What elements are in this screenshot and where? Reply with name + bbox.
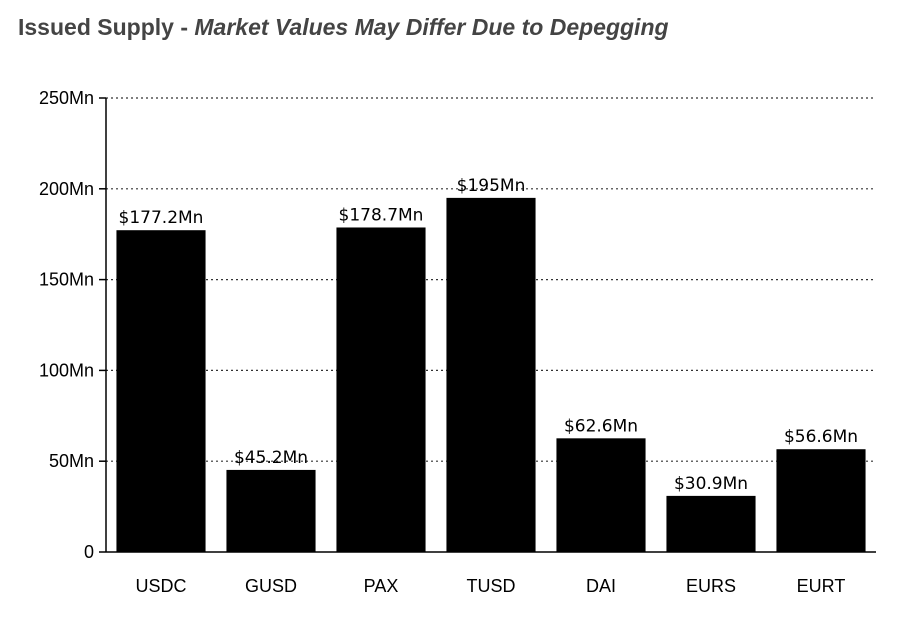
x-tick-label-gusd: GUSD	[245, 576, 297, 596]
x-tick-label-eurt: EURT	[797, 576, 846, 596]
y-tick-labels: 0 50Mn 100Mn 150Mn 200Mn 250Mn	[39, 88, 94, 562]
data-label-dai: $62.6Mn	[564, 416, 638, 436]
data-labels: $177.2Mn $45.2Mn $178.7Mn $195Mn $62.6Mn $30.…	[119, 176, 859, 494]
x-tick-label-pax: PAX	[364, 576, 399, 596]
data-label-usdc: $177.2Mn	[119, 208, 204, 228]
y-tick-label: 0	[84, 542, 94, 562]
data-label-eurt: $56.6Mn	[784, 427, 858, 447]
axes	[105, 98, 876, 553]
data-label-tusd: $195Mn	[457, 176, 526, 196]
data-label-pax: $178.7Mn	[339, 205, 424, 225]
bar-pax	[336, 227, 426, 552]
y-tick-label: 100Mn	[39, 360, 94, 380]
x-tick-label-tusd: TUSD	[467, 576, 516, 596]
bar-tusd	[446, 197, 536, 552]
bar-eurt	[776, 449, 866, 552]
x-tick-labels: USDC GUSD PAX TUSD DAI EURS EURT	[135, 576, 845, 596]
chart-title-main: Issued Supply -	[18, 14, 195, 40]
x-tick-label-dai: DAI	[586, 576, 616, 596]
data-label-gusd: $45.2Mn	[234, 448, 308, 468]
y-tick-label: 250Mn	[39, 88, 94, 108]
chart-title-subtitle: Market Values May Differ Due to Depeggin…	[194, 14, 669, 40]
bar-gusd	[226, 469, 316, 552]
data-label-eurs: $30.9Mn	[674, 474, 748, 494]
y-tick-label: 200Mn	[39, 179, 94, 199]
bar-eurs	[666, 495, 756, 552]
y-tick-label: 150Mn	[39, 270, 94, 290]
chart-title: Issued Supply - Market Values May Differ…	[18, 14, 669, 41]
y-tick-label: 50Mn	[49, 451, 94, 471]
x-tick-label-eurs: EURS	[686, 576, 736, 596]
x-tick-label-usdc: USDC	[135, 576, 186, 596]
bars	[116, 197, 866, 552]
bar-dai	[556, 438, 646, 552]
bar-usdc	[116, 230, 206, 552]
